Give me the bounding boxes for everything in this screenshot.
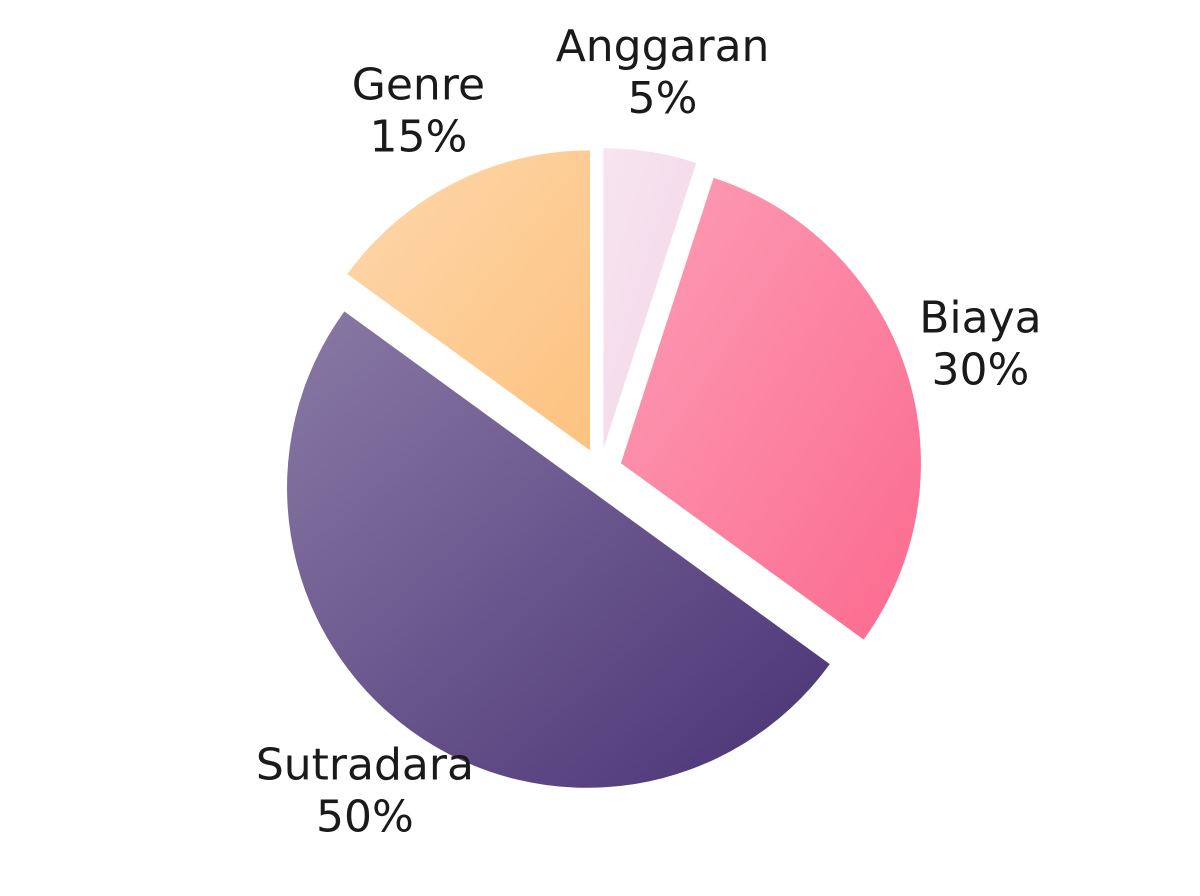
value-label: 5% xyxy=(628,73,698,124)
slice-shade xyxy=(347,150,591,451)
value-label: 15% xyxy=(370,112,468,163)
slice-label: Genre xyxy=(352,60,485,111)
value-label: 30% xyxy=(932,344,1030,395)
slice-shade xyxy=(287,311,830,788)
slice-label: Anggaran xyxy=(556,21,770,72)
slice-shade xyxy=(603,148,697,449)
value-label: 50% xyxy=(316,792,414,843)
slice-label: Sutradara xyxy=(256,740,474,791)
slice-label: Biaya xyxy=(919,292,1041,343)
slice-shade xyxy=(620,177,921,640)
